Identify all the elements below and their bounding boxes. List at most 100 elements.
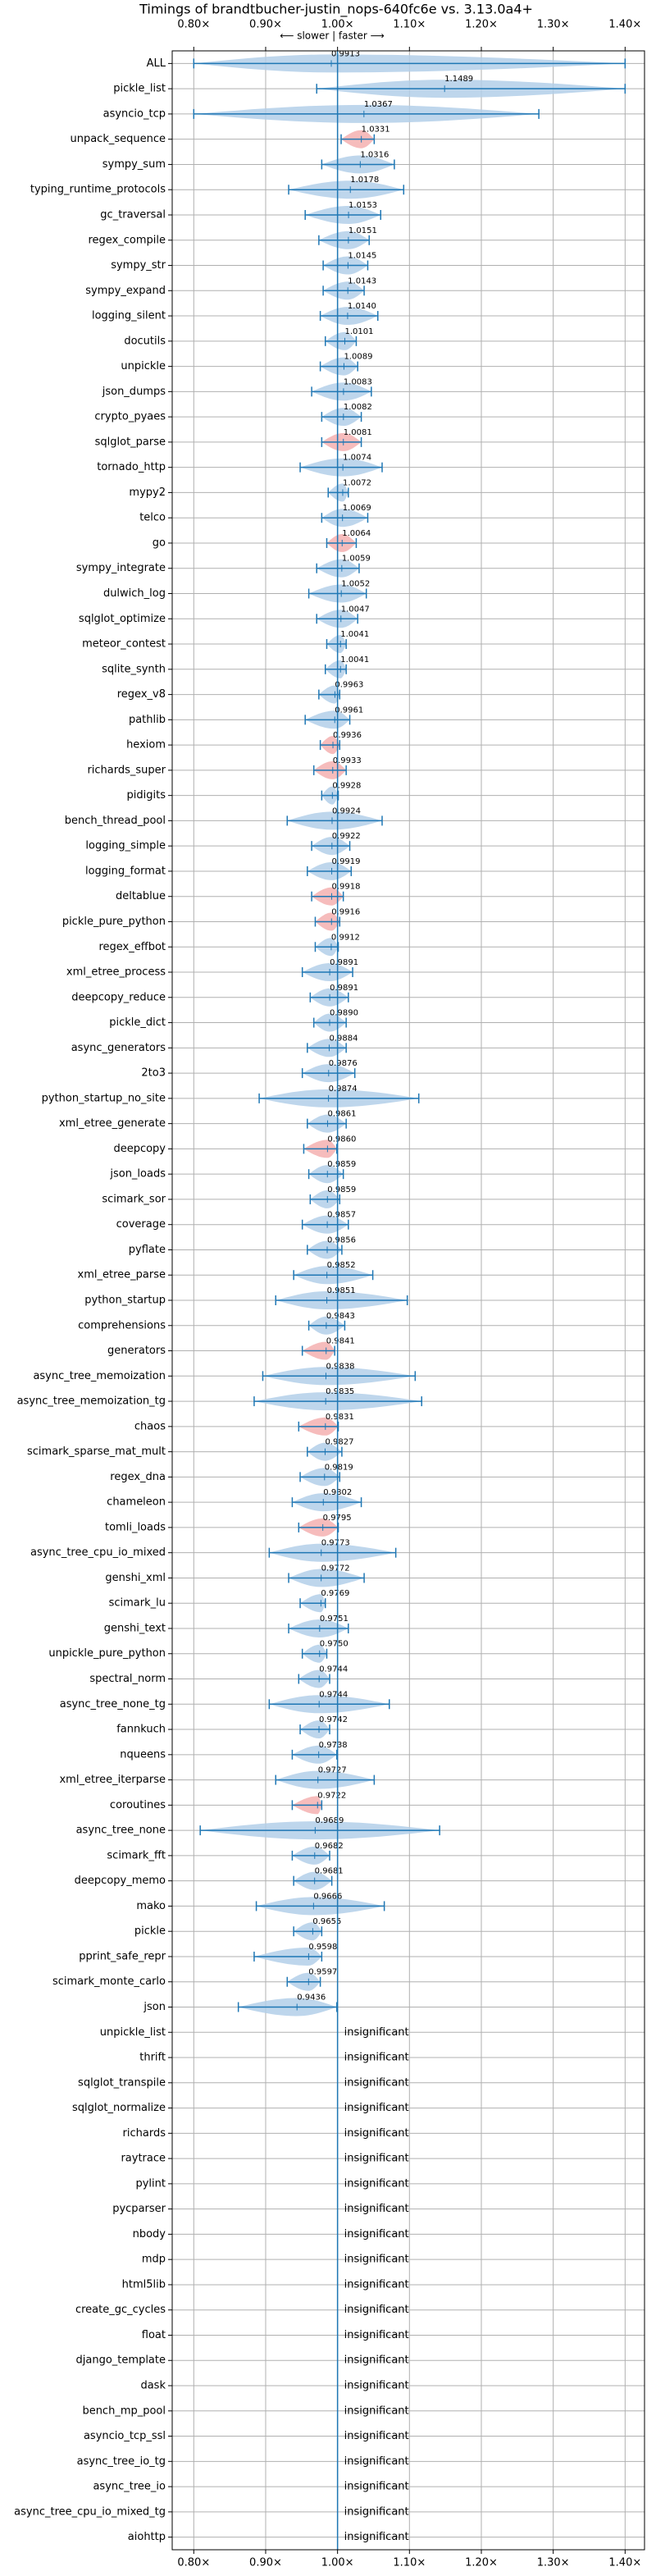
x-tick-label: 0.80× — [177, 19, 210, 31]
category-label: comprehensions — [78, 1319, 166, 1331]
category-label: richards — [123, 2127, 166, 2140]
category-label: xml_etree_iterparse — [59, 1774, 166, 1786]
value-label: 0.9681 — [315, 1867, 344, 1876]
insignificant-label: insignificant — [344, 2304, 409, 2316]
x-tick-label: 1.30× — [537, 2557, 570, 2569]
category-label: regex_v8 — [117, 688, 166, 701]
value-label: 0.9860 — [327, 1135, 356, 1144]
category-label: scimark_sparse_mat_mult — [27, 1446, 166, 1458]
insignificant-label: insignificant — [344, 2177, 409, 2190]
category-label: bench_mp_pool — [82, 2405, 166, 2417]
value-label: 0.9750 — [320, 1640, 348, 1649]
category-label: async_generators — [71, 1042, 166, 1054]
chart-title: Timings of brandtbucher-justin_nops-640f… — [139, 2, 533, 18]
category-label: async_tree_memoization — [33, 1370, 166, 1382]
category-label: async_tree_none — [76, 1825, 166, 1837]
category-label: pidigits — [127, 789, 166, 802]
value-label: 0.9772 — [321, 1564, 350, 1573]
value-label: 1.0082 — [344, 403, 372, 412]
category-label: tomli_loads — [105, 1521, 166, 1533]
value-label: 0.9891 — [330, 984, 358, 993]
insignificant-label: insignificant — [344, 2531, 409, 2543]
value-label: 0.9913 — [331, 49, 360, 58]
category-label: json — [143, 2001, 166, 2013]
value-label: 0.9891 — [330, 958, 358, 967]
value-label: 0.9682 — [315, 1842, 344, 1851]
value-label: 0.9928 — [332, 782, 361, 791]
value-label: 1.0316 — [360, 150, 389, 159]
value-label: 0.9861 — [327, 1110, 356, 1119]
category-label: tornado_http — [97, 461, 166, 473]
x-tick-label: 1.20× — [465, 2557, 498, 2569]
value-label: 0.9884 — [329, 1034, 358, 1043]
insignificant-label: insignificant — [344, 2430, 409, 2442]
category-label: thrift — [139, 2052, 166, 2064]
category-label: xml_etree_parse — [78, 1269, 166, 1281]
value-label: 0.9919 — [332, 857, 361, 866]
category-label: pickle_list — [113, 83, 166, 95]
category-label: xml_etree_generate — [59, 1117, 166, 1130]
category-label: sympy_expand — [85, 285, 166, 297]
category-label: scimark_fft — [107, 1849, 166, 1861]
insignificant-label: insignificant — [344, 2278, 409, 2291]
value-label: 0.9742 — [319, 1715, 348, 1724]
x-tick-label: 0.80× — [177, 2557, 210, 2569]
value-label: 0.9933 — [333, 756, 362, 765]
x-tick-label: 1.00× — [321, 2557, 354, 2569]
value-label: 0.9874 — [329, 1085, 358, 1094]
category-label: sqlglot_optimize — [79, 613, 166, 625]
category-label: scimark_monte_carlo — [52, 1975, 166, 1988]
value-label: 0.9859 — [327, 1160, 356, 1169]
category-label: xml_etree_process — [66, 966, 166, 979]
category-label: regex_effbot — [98, 941, 166, 953]
insignificant-label: insignificant — [344, 2076, 409, 2089]
value-label: 0.9666 — [313, 1892, 342, 1901]
insignificant-label: insignificant — [344, 2329, 409, 2341]
category-label: pathlib — [129, 714, 166, 726]
value-label: 1.0047 — [341, 605, 370, 614]
value-label: 0.9831 — [326, 1413, 354, 1422]
value-label: 0.9890 — [330, 1009, 358, 1018]
category-label: unpickle_pure_python — [48, 1647, 166, 1660]
category-label: logging_format — [85, 865, 166, 877]
value-label: 1.0041 — [340, 655, 369, 665]
value-label: 1.1489 — [444, 75, 473, 84]
category-label: scimark_lu — [109, 1597, 166, 1610]
value-label: 1.0151 — [348, 226, 377, 235]
category-label: crypto_pyaes — [94, 411, 166, 423]
category-label: mako — [136, 1900, 166, 1912]
category-label: json_loads — [109, 1168, 166, 1181]
category-label: pylint — [135, 2177, 166, 2190]
category-label: asyncio_tcp_ssl — [84, 2430, 166, 2442]
category-label: float — [142, 2329, 166, 2341]
value-label: 0.9773 — [321, 1539, 350, 1548]
value-label: 1.0143 — [348, 276, 376, 285]
value-label: 0.9963 — [335, 681, 363, 690]
value-label: 1.0081 — [344, 428, 372, 437]
value-label: 0.9857 — [327, 1211, 356, 1220]
value-label: 0.9598 — [308, 1943, 337, 1952]
insignificant-label: insignificant — [344, 2455, 409, 2468]
category-label: sympy_integrate — [76, 562, 166, 574]
category-label: unpickle_list — [100, 2026, 166, 2039]
value-label: 0.9738 — [319, 1741, 348, 1750]
category-label: 2to3 — [141, 1067, 166, 1080]
category-label: python_startup_no_site — [42, 1092, 166, 1104]
category-label: spectral_norm — [89, 1673, 166, 1685]
category-label: html5lib — [122, 2278, 166, 2291]
value-label: 0.9827 — [325, 1438, 353, 1447]
insignificant-label: insignificant — [344, 2354, 409, 2367]
category-label: generators — [107, 1345, 166, 1357]
value-label: 0.9722 — [317, 1791, 346, 1800]
x-tick-label: 1.00× — [321, 19, 354, 31]
category-label: asyncio_tcp — [103, 107, 166, 120]
category-label: sympy_str — [111, 259, 166, 272]
insignificant-label: insignificant — [344, 2228, 409, 2240]
category-label: bench_thread_pool — [65, 815, 166, 827]
category-label: async_tree_cpu_io_mixed — [30, 1546, 166, 1559]
value-label: 0.9597 — [308, 1968, 337, 1977]
insignificant-label: insignificant — [344, 2052, 409, 2064]
category-label: dask — [140, 2380, 166, 2392]
category-label: pprint_safe_repr — [79, 1950, 166, 1962]
